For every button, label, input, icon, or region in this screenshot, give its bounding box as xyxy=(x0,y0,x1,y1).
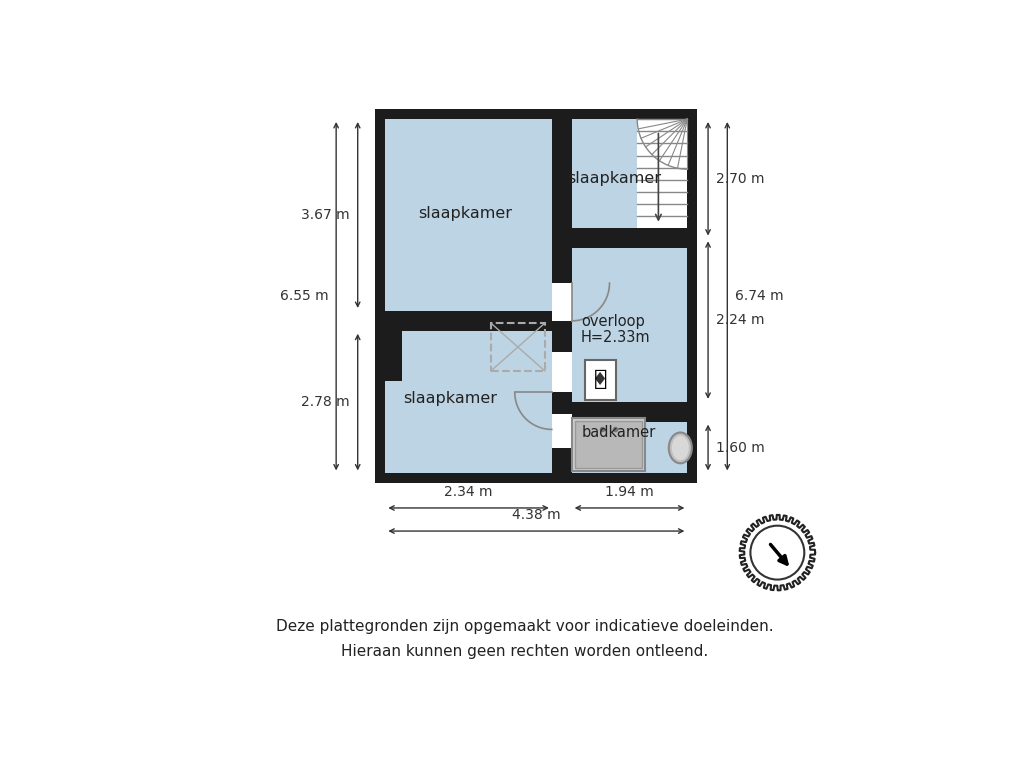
Bar xyxy=(571,238,687,402)
Text: slaapkamer: slaapkamer xyxy=(403,391,497,406)
Text: 🕯: 🕯 xyxy=(594,369,607,389)
Bar xyxy=(385,331,552,473)
Text: 2.78 m: 2.78 m xyxy=(301,395,350,409)
Text: slaapkamer: slaapkamer xyxy=(567,171,662,186)
Bar xyxy=(571,422,687,473)
Ellipse shape xyxy=(669,432,692,463)
Bar xyxy=(574,421,642,468)
Text: 6.74 m: 6.74 m xyxy=(735,290,783,303)
Ellipse shape xyxy=(672,435,689,460)
Bar xyxy=(637,119,687,228)
Text: 3.67 m: 3.67 m xyxy=(301,208,350,222)
Text: 2.34 m: 2.34 m xyxy=(444,485,493,498)
Bar xyxy=(571,119,687,238)
Circle shape xyxy=(751,525,804,580)
Bar xyxy=(385,311,552,331)
Text: badkamer: badkamer xyxy=(582,425,656,440)
Text: overloop: overloop xyxy=(581,314,645,329)
Text: H=2.33m: H=2.33m xyxy=(581,329,650,345)
Bar xyxy=(385,119,552,311)
Text: 4.38 m: 4.38 m xyxy=(512,508,561,521)
Text: 6.55 m: 6.55 m xyxy=(280,290,329,303)
Text: slaapkamer: slaapkamer xyxy=(419,207,512,221)
Bar xyxy=(552,119,571,283)
Bar xyxy=(552,321,571,352)
Bar xyxy=(376,331,402,381)
Text: Deze plattegronden zijn opgemaakt voor indicatieve doeleinden.
Hieraan kunnen ge: Deze plattegronden zijn opgemaakt voor i… xyxy=(276,619,773,659)
Bar xyxy=(552,448,571,473)
Bar xyxy=(585,360,615,400)
Bar xyxy=(376,473,697,483)
Bar xyxy=(571,418,645,471)
Bar xyxy=(490,323,545,371)
Text: 2.24 m: 2.24 m xyxy=(716,313,764,327)
Bar xyxy=(552,392,571,414)
Text: 2.70 m: 2.70 m xyxy=(716,172,764,186)
Text: ♦: ♦ xyxy=(592,371,608,389)
Bar xyxy=(571,402,687,422)
Bar xyxy=(376,109,697,119)
Bar xyxy=(571,228,687,249)
Bar xyxy=(552,109,571,123)
Text: 1.60 m: 1.60 m xyxy=(716,441,765,455)
Bar xyxy=(376,109,385,483)
Text: 1.94 m: 1.94 m xyxy=(605,485,654,498)
Bar xyxy=(687,109,697,483)
